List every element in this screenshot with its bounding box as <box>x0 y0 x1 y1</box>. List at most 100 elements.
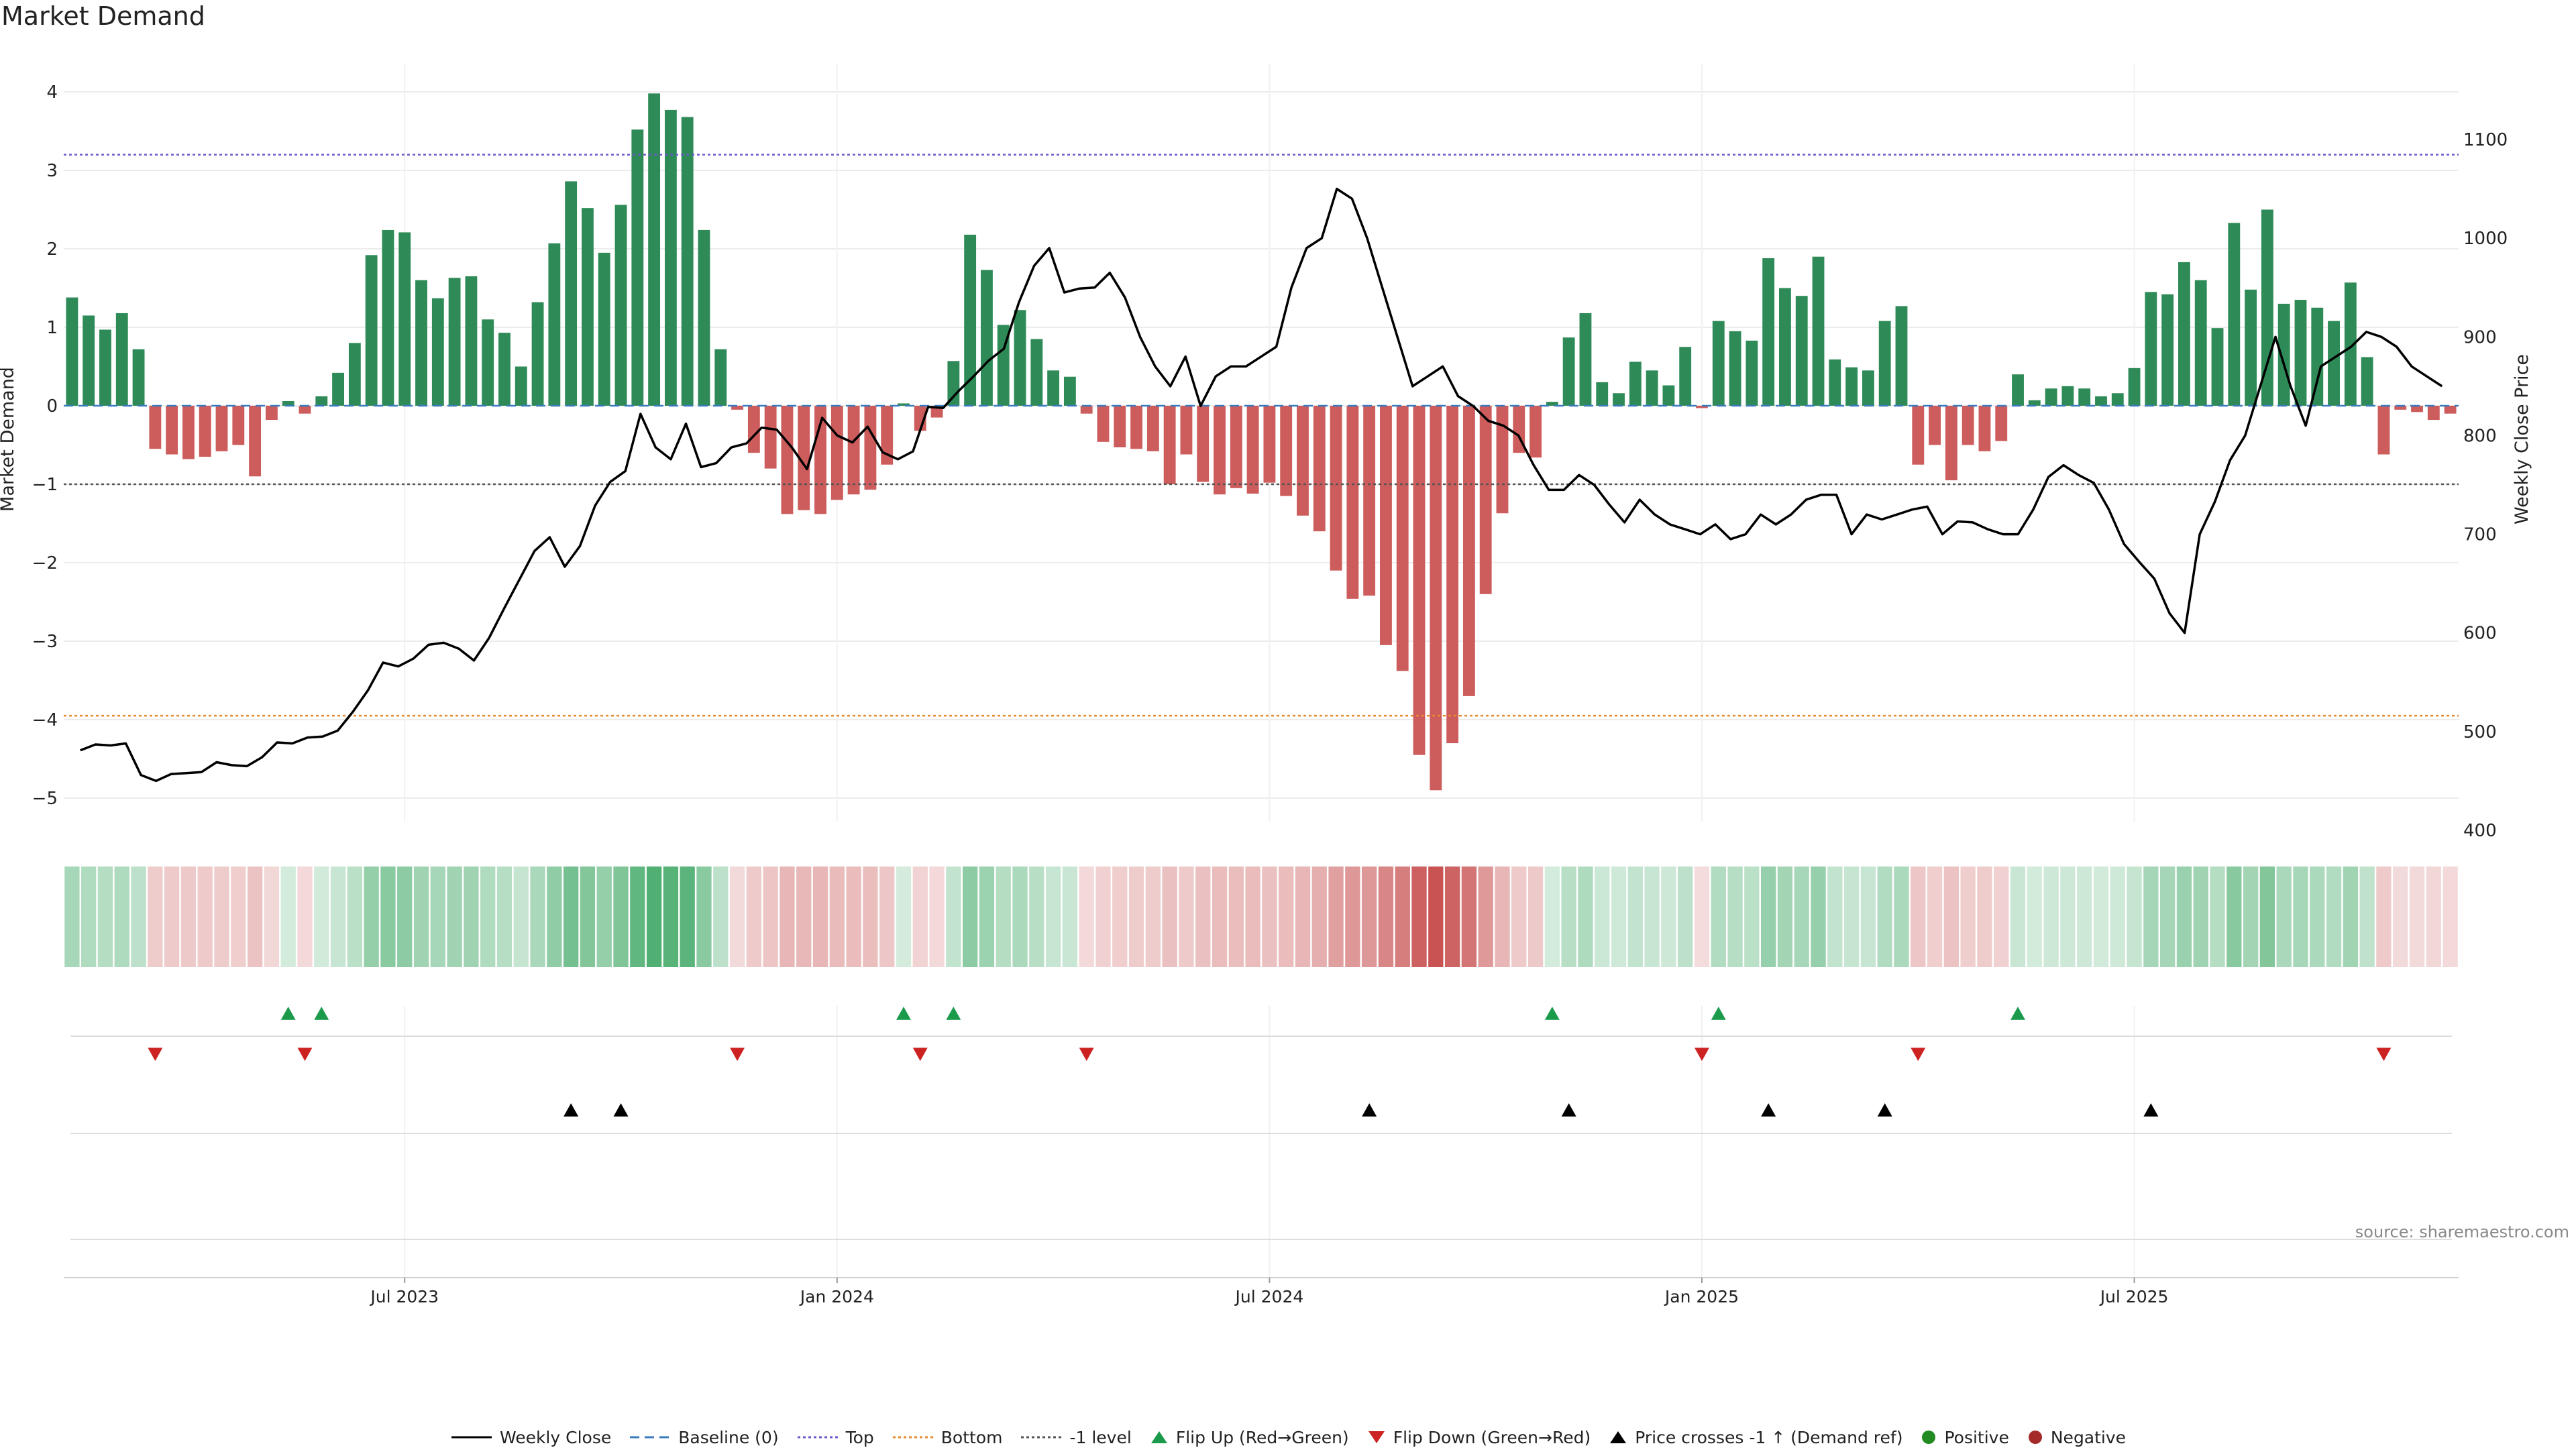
heat-cell <box>2210 866 2225 967</box>
demand-bar-negative <box>1413 406 1426 755</box>
heat-cell <box>1561 866 1576 967</box>
price-cross-marker <box>2143 1103 2159 1117</box>
triangle-up-icon <box>1150 1431 1167 1443</box>
flip-down-marker <box>912 1048 928 1061</box>
heat-cell <box>1860 866 1876 967</box>
demand-bar-positive <box>964 234 977 406</box>
heat-cell <box>197 866 213 967</box>
demand-bar-positive <box>582 208 594 406</box>
demand-bar-positive <box>498 333 511 406</box>
heat-cell <box>1062 866 1078 967</box>
triangle-up-icon <box>1610 1431 1627 1443</box>
demand-bar-negative <box>1529 406 1542 458</box>
demand-bar-positive <box>1579 313 1592 406</box>
heat-cell <box>2426 866 2441 967</box>
price-cross-marker <box>564 1103 579 1117</box>
demand-bar-positive <box>332 372 344 406</box>
legend-label: Top <box>845 1427 874 1447</box>
heat-cell <box>563 866 579 967</box>
demand-bar-negative <box>764 406 777 469</box>
demand-bar-positive <box>1895 306 1908 406</box>
demand-bar-positive <box>981 270 993 406</box>
demand-bar-positive <box>1845 367 1858 406</box>
demand-bar-negative <box>1995 406 2008 441</box>
demand-bar-negative <box>747 406 760 453</box>
heat-cell <box>1245 866 1260 967</box>
legend-label: Weekly Close <box>499 1427 612 1447</box>
heat-cell <box>1361 866 1377 967</box>
legend: Weekly Close Baseline (0) Top Bottom -1 … <box>0 1420 2576 1454</box>
demand-bar-negative <box>881 406 894 465</box>
demand-bar-positive <box>2277 303 2290 406</box>
price-cross-marker <box>1362 1103 1377 1117</box>
demand-bar-positive <box>1662 385 1675 406</box>
demand-bar-negative <box>1297 406 1309 516</box>
demand-bar-positive <box>482 319 494 406</box>
demand-bar-negative <box>1146 406 1159 451</box>
heat-cell <box>2143 866 2159 967</box>
reference-lines <box>64 154 2459 717</box>
demand-bar-positive <box>365 255 378 406</box>
heat-cell <box>280 866 296 967</box>
heat-cell <box>2077 866 2092 967</box>
demand-bar-negative <box>1496 406 1509 514</box>
heat-cell <box>81 866 97 967</box>
demand-bar-negative <box>1363 406 1376 596</box>
demand-bar-positive <box>2012 374 2024 406</box>
legend-swatch-dot-icon <box>1021 1436 1062 1439</box>
heat-cell <box>464 866 479 967</box>
legend-label: Baseline (0) <box>678 1427 779 1447</box>
demand-bar-negative <box>1180 406 1193 455</box>
y-tick-label: 3 <box>46 161 58 181</box>
heat-cell <box>2010 866 2026 967</box>
heat-cell <box>713 866 729 967</box>
demand-bar-negative <box>232 406 245 445</box>
heat-cell <box>2343 866 2359 967</box>
demand-bar-positive <box>1878 321 1891 406</box>
demand-bar-negative <box>1978 406 1991 451</box>
demand-bar-negative <box>1346 406 1359 599</box>
demand-bar-positive <box>1546 402 1558 406</box>
x-tick-label: Jan 2025 <box>1664 1287 1739 1306</box>
heat-cell <box>1678 866 1693 967</box>
heat-cell <box>1694 866 1710 967</box>
y-tick-label: 0 <box>46 396 58 416</box>
heat-cell <box>2159 866 2176 967</box>
heat-cell <box>1827 866 1843 967</box>
demand-bar-positive <box>1779 288 1791 406</box>
flip-up-marker <box>2010 1007 2026 1020</box>
heat-cell <box>380 866 396 967</box>
heat-cell <box>314 866 329 967</box>
heat-cell <box>1012 866 1028 967</box>
demand-bar-positive <box>1562 337 1575 406</box>
heat-cell <box>297 866 313 967</box>
demand-bar-positive <box>2294 300 2307 406</box>
heat-cell <box>264 866 280 967</box>
demand-bar-negative <box>830 406 843 500</box>
heat-cell <box>829 866 845 967</box>
heat-cell <box>780 866 795 967</box>
demand-bar-negative <box>1696 406 1708 408</box>
flip-up-marker <box>280 1007 296 1020</box>
demand-bar-negative <box>731 406 743 410</box>
demand-bar-positive <box>83 315 95 406</box>
demand-bar-negative <box>1945 406 1957 481</box>
heat-cell <box>413 866 429 967</box>
heat-cell <box>646 866 662 967</box>
price-layer <box>80 187 2443 783</box>
demand-bar-positive <box>698 229 710 406</box>
heat-cell <box>596 866 612 967</box>
heat-cell <box>630 866 645 967</box>
legend-label: Positive <box>1944 1427 2009 1447</box>
legend-negative: Negative <box>2027 1428 2126 1447</box>
demand-bar-positive <box>1829 359 1841 406</box>
demand-bar-positive <box>947 361 960 406</box>
heat-cell <box>397 866 413 967</box>
heat-cell <box>912 866 928 967</box>
flip-up-marker <box>1544 1007 1560 1020</box>
demand-bar-positive <box>348 343 361 406</box>
flip-down-marker <box>1694 1048 1709 1061</box>
heat-cell <box>1411 866 1427 967</box>
demand-bar-positive <box>382 229 394 406</box>
demand-bar-positive <box>1862 370 1874 406</box>
